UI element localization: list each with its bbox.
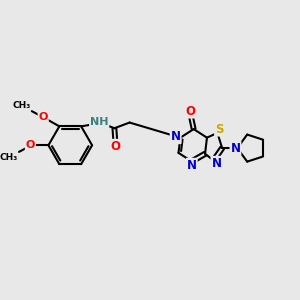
Text: O: O xyxy=(186,105,196,118)
Text: N: N xyxy=(187,159,197,172)
Text: NH: NH xyxy=(90,117,109,127)
Text: O: O xyxy=(26,140,35,150)
Text: N: N xyxy=(212,157,221,170)
Text: CH₃: CH₃ xyxy=(13,101,31,110)
Text: CH₃: CH₃ xyxy=(0,153,18,162)
Text: N: N xyxy=(171,130,181,143)
Text: S: S xyxy=(215,123,224,136)
Text: N: N xyxy=(230,142,240,154)
Text: O: O xyxy=(38,112,48,122)
Text: O: O xyxy=(110,140,120,153)
